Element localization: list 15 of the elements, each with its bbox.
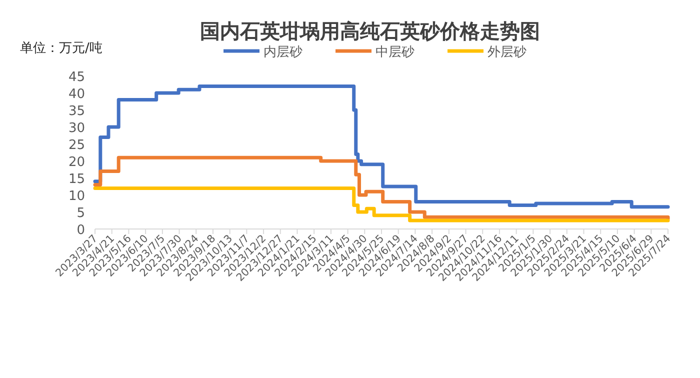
ytick: 25 [68,138,85,153]
ytick: 35 [68,104,85,119]
ytick: 40 [68,87,85,102]
ytick: 15 [68,172,85,187]
ytick: 0 [76,223,85,238]
ytick: 10 [68,189,85,204]
legend-label: 中层砂 [376,45,414,60]
ylabel: 单位：万元/吨 [20,41,102,56]
ytick: 5 [76,206,85,221]
ytick: 45 [68,70,85,85]
legend-label: 内层砂 [264,45,302,60]
legend-label: 外层砂 [488,45,526,60]
ytick: 20 [68,155,85,170]
ytick: 30 [68,121,85,136]
title: 国内石英坩埚用高纯石英砂价格走势图 [200,19,540,43]
